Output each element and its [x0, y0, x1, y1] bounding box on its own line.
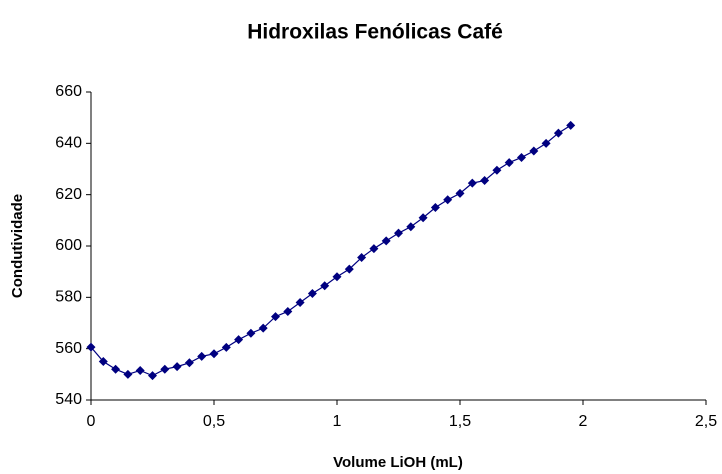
data-point [332, 272, 342, 282]
data-point [480, 176, 490, 186]
data-point [123, 369, 133, 379]
data-point [492, 165, 502, 175]
x-tick-label: 0 [87, 413, 96, 430]
data-point [467, 178, 477, 188]
data-point [258, 323, 268, 333]
data-point [394, 228, 403, 238]
y-tick-label: 540 [55, 391, 82, 408]
data-point [98, 357, 108, 366]
data-point [111, 364, 121, 374]
data-point [541, 138, 551, 148]
x-axis-title: Volume LiOH (mL) [333, 454, 463, 471]
data-line [90, 124, 572, 377]
data-point [381, 236, 391, 246]
data-point [135, 365, 145, 375]
data-point [406, 222, 416, 232]
y-tick-label: 580 [55, 289, 82, 306]
y-axis-title: Condutividade [9, 194, 26, 298]
x-tick-label: 2,5 [695, 413, 717, 430]
y-tick-label: 640 [55, 135, 82, 152]
data-point [295, 297, 305, 307]
x-tick-label: 2 [579, 413, 588, 430]
data-point [357, 253, 367, 263]
x-tick-label: 0,5 [203, 413, 225, 430]
data-point [209, 349, 219, 359]
data-point [504, 158, 514, 168]
data-point [197, 351, 207, 361]
data-point [271, 312, 280, 322]
data-point [517, 152, 526, 162]
data-point [455, 188, 465, 198]
data-point [443, 195, 453, 205]
data-point [160, 364, 170, 374]
data-point [148, 371, 157, 381]
data-point [234, 335, 244, 345]
x-tick-label: 1 [333, 413, 342, 430]
data-point [320, 281, 330, 291]
data-point [553, 128, 563, 138]
data-point [246, 328, 256, 338]
data-point [86, 342, 96, 352]
data-point [344, 264, 354, 274]
x-tick-label: 1,5 [449, 413, 471, 430]
data-point [283, 306, 293, 316]
data-point [172, 362, 182, 372]
data-point [369, 244, 379, 254]
y-tick-label: 560 [55, 340, 82, 357]
data-point [430, 203, 440, 212]
y-tick-label: 600 [55, 237, 82, 254]
data-point [307, 288, 317, 298]
data-point [221, 342, 231, 352]
chart-title: Hidroxilas Fenólicas Café [247, 21, 503, 44]
data-point [418, 213, 428, 223]
data-point [184, 358, 194, 368]
data-point [529, 146, 539, 156]
data-point [566, 120, 576, 130]
y-tick-label: 660 [55, 83, 82, 100]
y-tick-label: 620 [55, 186, 82, 203]
